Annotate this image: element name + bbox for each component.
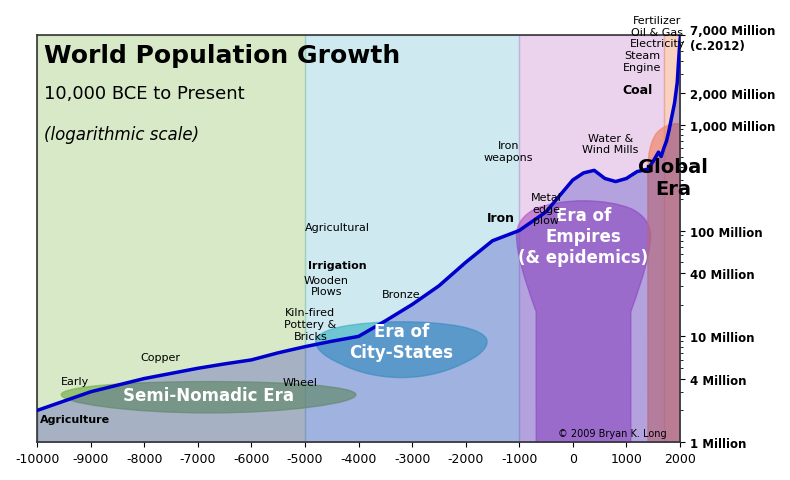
- Bar: [37, 36, 305, 443]
- Text: Wheel: Wheel: [282, 377, 317, 387]
- Text: (logarithmic scale): (logarithmic scale): [43, 125, 199, 144]
- Text: Iron: Iron: [487, 212, 514, 225]
- Text: 10,000 BCE to Present: 10,000 BCE to Present: [43, 85, 244, 103]
- Text: © 2009 Bryan K. Long: © 2009 Bryan K. Long: [559, 428, 667, 438]
- Text: Fertilizer
Oil & Gas
Electricity: Fertilizer Oil & Gas Electricity: [630, 16, 685, 49]
- Text: Coal: Coal: [622, 84, 653, 97]
- Ellipse shape: [316, 322, 487, 378]
- Text: Water &
Wind Mills: Water & Wind Mills: [582, 133, 638, 155]
- Text: Steam
Engine: Steam Engine: [623, 51, 661, 72]
- Text: Bronze: Bronze: [382, 290, 421, 300]
- Bar: [664, 36, 680, 443]
- Text: Metal
edge
plow: Metal edge plow: [531, 192, 562, 226]
- Text: Early: Early: [61, 376, 88, 398]
- Text: Agriculture: Agriculture: [40, 414, 110, 424]
- Ellipse shape: [62, 382, 356, 413]
- Text: Semi-Nomadic Era: Semi-Nomadic Era: [123, 386, 294, 404]
- Ellipse shape: [648, 124, 707, 480]
- Bar: [519, 36, 664, 443]
- Text: Iron
weapons: Iron weapons: [483, 141, 533, 162]
- Text: Era of
City-States: Era of City-States: [349, 323, 453, 361]
- Text: Kiln-fired
Pottery &
Bricks: Kiln-fired Pottery & Bricks: [284, 308, 337, 341]
- Text: Irrigation: Irrigation: [308, 260, 367, 270]
- Ellipse shape: [517, 201, 650, 480]
- Text: Copper: Copper: [141, 352, 180, 362]
- Text: Wooden
Plows: Wooden Plows: [304, 275, 349, 297]
- Bar: [305, 36, 519, 443]
- Text: Agricultural: Agricultural: [305, 222, 370, 244]
- Text: Era of
Empires
(& epidemics): Era of Empires (& epidemics): [518, 206, 649, 266]
- Text: Global
Era: Global Era: [638, 158, 708, 199]
- Text: World Population Growth: World Population Growth: [43, 44, 400, 68]
